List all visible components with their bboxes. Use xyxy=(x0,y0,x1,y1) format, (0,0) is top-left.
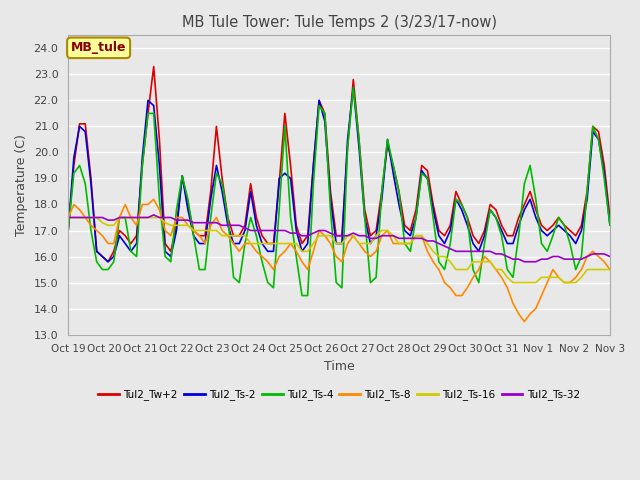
Tul2_Ts-2 xyxy=(344,136,351,142)
Tul2_Ts-4 xyxy=(64,228,72,233)
Tul2_Ts-8 xyxy=(606,267,614,273)
Tul2_Ts-8 xyxy=(361,249,369,254)
Tul2_Ts-16 xyxy=(298,249,306,254)
Tul2_Tw+2 xyxy=(104,259,112,264)
Tul2_Ts-16 xyxy=(355,240,363,246)
Line: Tul2_Ts-4: Tul2_Ts-4 xyxy=(68,87,610,296)
Tul2_Ts-4 xyxy=(367,280,374,286)
Tul2_Ts-16 xyxy=(566,280,574,286)
Tul2_Ts-16 xyxy=(138,215,146,220)
Tul2_Ts-4 xyxy=(572,267,580,273)
Tul2_Ts-2 xyxy=(572,240,580,246)
Line: Tul2_Ts-8: Tul2_Ts-8 xyxy=(68,199,610,322)
Tul2_Ts-8 xyxy=(304,267,312,273)
Tul2_Ts-4 xyxy=(138,163,146,168)
Tul2_Ts-2 xyxy=(224,222,232,228)
Text: MB_tule: MB_tule xyxy=(71,41,126,54)
Line: Tul2_Ts-2: Tul2_Ts-2 xyxy=(68,87,610,262)
Tul2_Ts-4 xyxy=(349,84,357,90)
Tul2_Ts-32 xyxy=(304,233,312,239)
Tul2_Ts-2 xyxy=(349,84,357,90)
Tul2_Ts-2 xyxy=(144,97,152,103)
Y-axis label: Temperature (C): Temperature (C) xyxy=(15,134,28,236)
Tul2_Ts-32 xyxy=(224,222,232,228)
Tul2_Tw+2 xyxy=(144,110,152,116)
Tul2_Ts-4 xyxy=(298,293,306,299)
X-axis label: Time: Time xyxy=(324,360,355,373)
Tul2_Tw+2 xyxy=(310,163,317,168)
Tul2_Ts-2 xyxy=(64,228,72,233)
Tul2_Ts-8 xyxy=(64,215,72,220)
Tul2_Tw+2 xyxy=(606,215,614,220)
Tul2_Ts-32 xyxy=(344,233,351,239)
Legend: Tul2_Tw+2, Tul2_Ts-2, Tul2_Ts-4, Tul2_Ts-8, Tul2_Ts-16, Tul2_Ts-32: Tul2_Tw+2, Tul2_Ts-2, Tul2_Ts-4, Tul2_Ts… xyxy=(94,385,584,404)
Tul2_Ts-32 xyxy=(64,215,72,220)
Tul2_Ts-16 xyxy=(338,240,346,246)
Tul2_Ts-2 xyxy=(104,259,112,264)
Line: Tul2_Tw+2: Tul2_Tw+2 xyxy=(68,67,610,262)
Tul2_Ts-8 xyxy=(572,275,580,280)
Tul2_Ts-8 xyxy=(138,202,146,207)
Tul2_Ts-2 xyxy=(304,240,312,246)
Tul2_Ts-32 xyxy=(361,233,369,239)
Line: Tul2_Ts-32: Tul2_Ts-32 xyxy=(68,215,610,262)
Tul2_Ts-4 xyxy=(304,293,312,299)
Tul2_Tw+2 xyxy=(367,233,374,239)
Tul2_Ts-32 xyxy=(150,212,157,218)
Title: MB Tule Tower: Tule Temps 2 (3/23/17-now): MB Tule Tower: Tule Temps 2 (3/23/17-now… xyxy=(182,15,497,30)
Tul2_Ts-8 xyxy=(520,319,528,324)
Tul2_Ts-2 xyxy=(606,222,614,228)
Tul2_Ts-8 xyxy=(150,196,157,202)
Line: Tul2_Ts-16: Tul2_Ts-16 xyxy=(68,217,610,283)
Tul2_Ts-4 xyxy=(606,222,614,228)
Tul2_Ts-2 xyxy=(367,240,374,246)
Tul2_Tw+2 xyxy=(572,233,580,239)
Tul2_Ts-32 xyxy=(138,215,146,220)
Tul2_Ts-4 xyxy=(344,144,351,150)
Tul2_Tw+2 xyxy=(230,233,237,239)
Tul2_Tw+2 xyxy=(64,228,72,233)
Tul2_Ts-4 xyxy=(218,181,226,187)
Tul2_Ts-32 xyxy=(606,253,614,259)
Tul2_Ts-32 xyxy=(572,256,580,262)
Tul2_Ts-16 xyxy=(64,215,72,220)
Tul2_Tw+2 xyxy=(349,77,357,83)
Tul2_Ts-16 xyxy=(218,233,226,239)
Tul2_Tw+2 xyxy=(150,64,157,70)
Tul2_Ts-16 xyxy=(606,267,614,273)
Tul2_Ts-32 xyxy=(520,259,528,264)
Tul2_Ts-8 xyxy=(224,233,232,239)
Tul2_Ts-8 xyxy=(344,240,351,246)
Tul2_Ts-16 xyxy=(509,280,517,286)
